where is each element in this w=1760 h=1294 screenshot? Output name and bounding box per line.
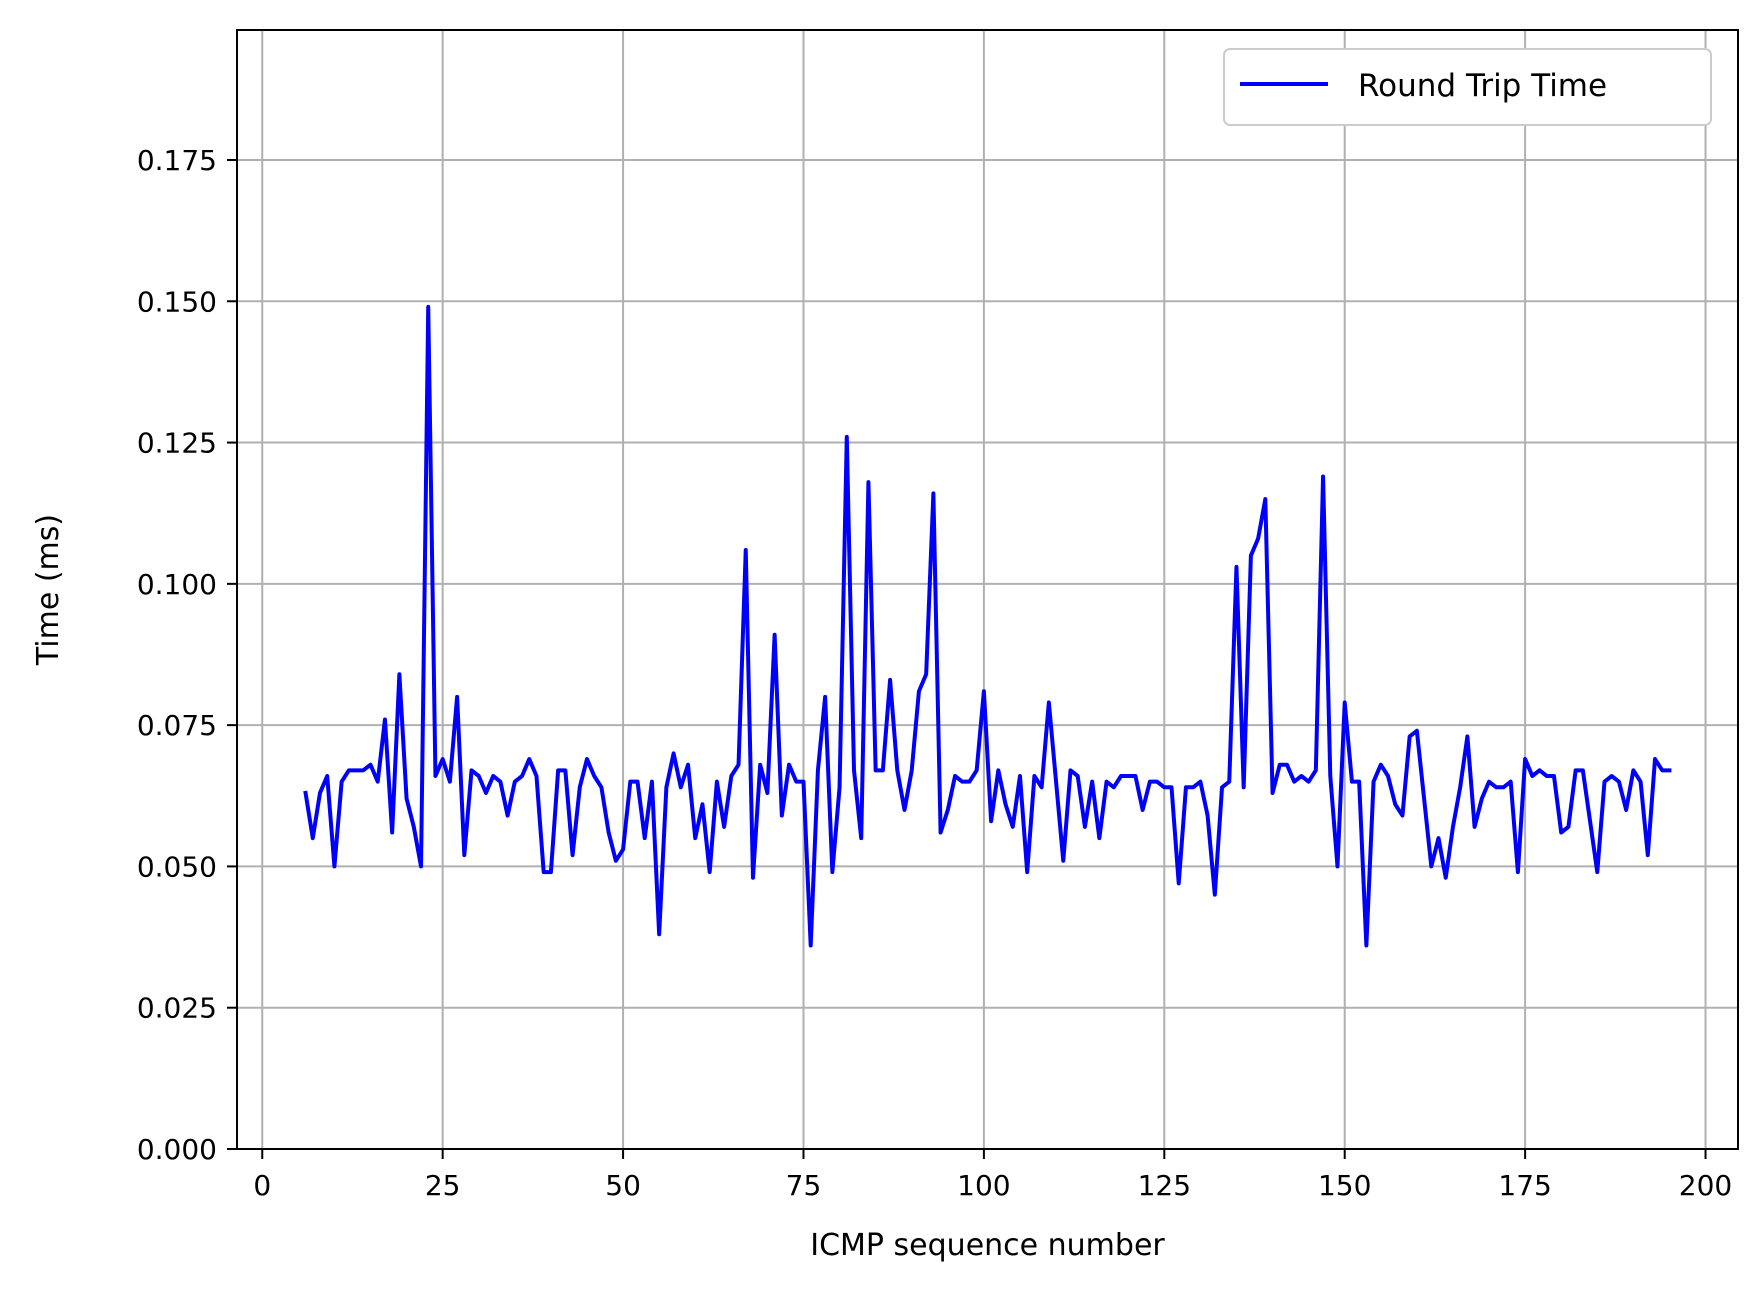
ticks: 0 25 50 75 100 125 150 175 200 0.000 0.025 0.050 0.0… [137, 144, 1732, 1202]
series-line-round-trip-time [303, 304, 1672, 948]
y-tick-label: 0.100 [137, 568, 217, 601]
y-axis-label: Time (ms) [31, 514, 66, 666]
y-tick-label: 0.000 [137, 1133, 217, 1166]
y-tick-label: 0.175 [137, 144, 217, 177]
x-tick-label: 125 [1138, 1169, 1191, 1202]
x-axis-label: ICMP sequence number [810, 1228, 1165, 1263]
y-tick-label: 0.150 [137, 285, 217, 318]
x-tick-label: 75 [786, 1169, 822, 1202]
x-tick-label: 200 [1679, 1169, 1732, 1202]
x-tick-label: 175 [1498, 1169, 1551, 1202]
x-tick-label: 25 [425, 1169, 461, 1202]
series-layer [303, 304, 1672, 948]
y-tick-label: 0.050 [137, 850, 217, 883]
legend-label: Round Trip Time [1358, 68, 1607, 104]
y-tick-label: 0.075 [137, 709, 217, 742]
x-tick-label: 0 [253, 1169, 271, 1202]
y-tick-label: 0.025 [137, 992, 217, 1025]
legend: Round Trip Time [1223, 48, 1712, 126]
x-tick-label: 50 [605, 1169, 641, 1202]
x-tick-label: 100 [957, 1169, 1010, 1202]
x-tick-label: 150 [1318, 1169, 1371, 1202]
legend-box [1223, 48, 1712, 126]
y-tick-label: 0.125 [137, 427, 217, 460]
plot-frame [236, 29, 1739, 1150]
